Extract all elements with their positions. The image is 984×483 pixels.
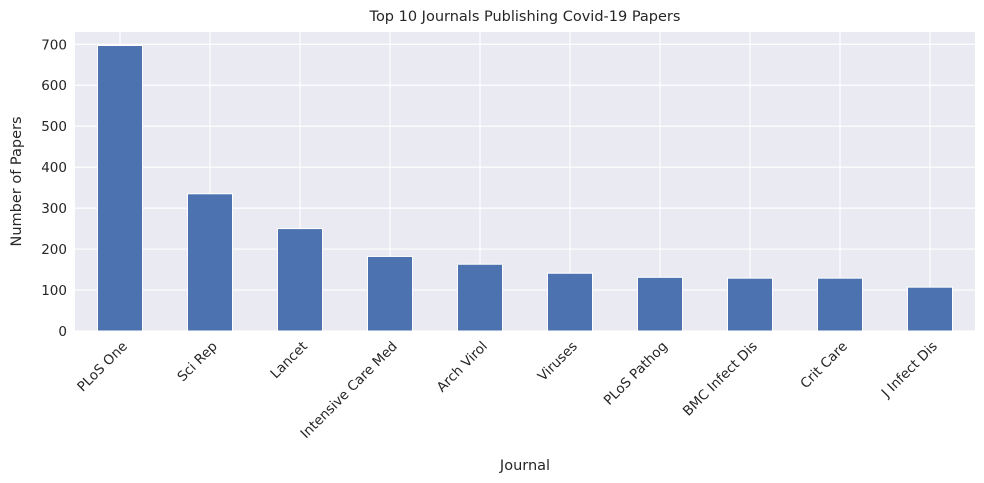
x-tick-label: Intensive Care Med [297,339,400,442]
x-tick-label: Arch Virol [434,339,491,396]
y-tick-labels: 0 100 200 300 400 500 600 700 [41,37,67,340]
bar [457,263,503,332]
x-tick-label: PLoS One [74,339,131,396]
bar [547,272,593,332]
y-axis-label: Number of Papers [9,116,25,246]
bar [907,286,953,332]
y-tick-label: 300 [41,201,67,217]
x-tick-label: Crit Care [797,339,850,392]
y-tick-label: 600 [41,78,67,94]
y-tick-label: 500 [41,119,67,135]
bar [637,276,683,332]
x-tick-label: Sci Rep [174,339,220,385]
chart-title: Top 10 Journals Publishing Covid-19 Pape… [369,9,681,25]
x-tick-label: Lancet [267,339,310,382]
bar [277,228,323,332]
x-tick-label: PLoS Pathog [601,339,671,409]
x-axis-label: Journal [499,458,550,474]
y-tick-label: 0 [58,324,67,340]
bar [97,45,143,332]
x-tick-label: J Infect Dis [878,339,941,402]
bar [187,193,233,332]
y-tick-label: 700 [41,37,67,53]
y-tick-label: 100 [41,283,67,299]
bars [97,45,953,332]
x-tick-label: BMC Infect Dis [680,339,761,420]
bar [367,255,413,332]
y-tick-label: 400 [41,160,67,176]
x-tick-label: Viruses [535,339,581,385]
y-tick-label: 200 [41,242,67,258]
bar [817,277,863,332]
bar [727,277,773,332]
